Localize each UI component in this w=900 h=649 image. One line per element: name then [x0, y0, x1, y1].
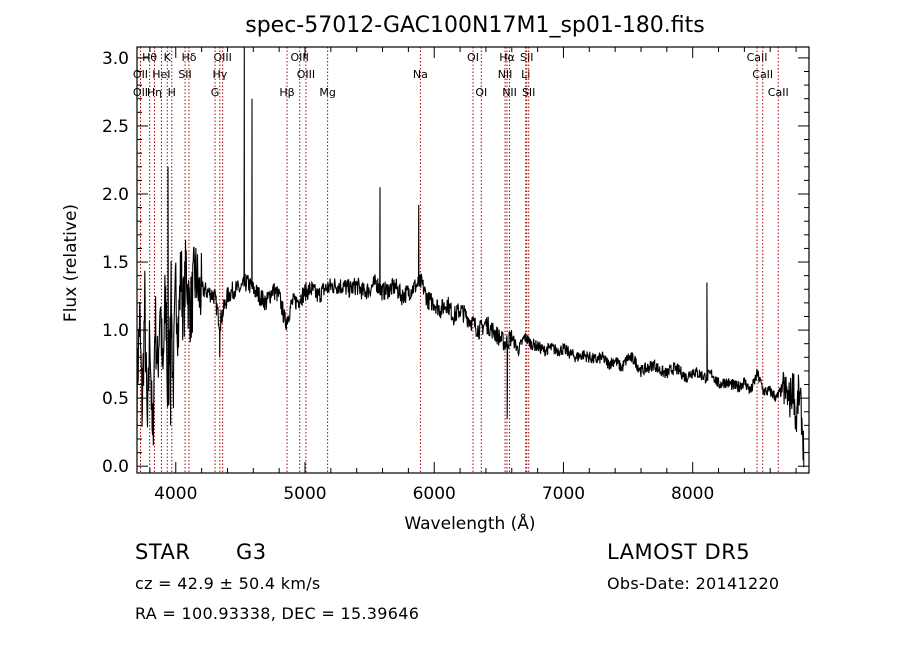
- chart-title: spec-57012-GAC100N17M1_sp01-180.fits: [245, 13, 705, 38]
- line-marker-label-2: OII: [133, 86, 148, 99]
- spectrum-line-group: [137, 47, 805, 468]
- y-axis-label: Flux (relative): [61, 204, 81, 322]
- line-marker-label-25: CaII: [747, 51, 768, 64]
- line-marker-label-5: HeI: [152, 68, 170, 81]
- x-tick-label-2: 6000: [413, 484, 456, 504]
- line-marker-label-23: Li: [521, 68, 530, 81]
- object-class: STAR: [135, 540, 191, 564]
- plot-frame: [136, 46, 810, 474]
- line-marker-label-6: H: [168, 86, 176, 99]
- y-tick-label-3: 1.5: [102, 253, 129, 273]
- line-marker-label-26: CaII: [752, 68, 773, 81]
- axes: 4000 5000 6000 7000 8000 0.0 0.5 1.0 1.5 2.0 2.5 3.…: [102, 46, 810, 504]
- x-tick-label-0: 4000: [154, 484, 197, 504]
- line-marker-label-27: CaII: [768, 86, 789, 99]
- line-marker-label-14: Hβ: [279, 86, 294, 99]
- y-tick-label-1: 0.5: [102, 389, 129, 409]
- x-tick-label-3: 7000: [542, 484, 585, 504]
- x-tick-label-4: 8000: [671, 484, 714, 504]
- line-marker-label-0: Hθ: [142, 51, 157, 64]
- line-marker-label-13: OIII: [297, 68, 315, 81]
- line-marker-label-18: OI: [475, 86, 487, 99]
- line-marker-label-11: G: [211, 86, 220, 99]
- spectrum-line: [137, 47, 805, 468]
- redshift-velocity: cz = 42.9 ± 50.4 km/s: [135, 574, 321, 593]
- line-marker-label-3: Hη: [147, 86, 162, 99]
- line-marker-label-8: SII: [178, 68, 191, 81]
- line-marker-label-20: NII: [498, 68, 513, 81]
- survey-name: LAMOST DR5: [607, 540, 751, 564]
- line-marker-label-17: OI: [467, 51, 479, 64]
- object-subclass: G3: [236, 540, 267, 564]
- y-tick-label-0: 0.0: [102, 457, 129, 477]
- y-tick-label-4: 2.0: [102, 185, 129, 205]
- line-marker-label-10: Hγ: [212, 68, 227, 81]
- y-tick-label-5: 2.5: [102, 117, 129, 137]
- y-tick-label-2: 1.0: [102, 321, 129, 341]
- line-marker-label-22: SII: [520, 51, 533, 64]
- line-marker-label-16: Na: [413, 68, 428, 81]
- line-marker-label-15: Mg: [319, 86, 335, 99]
- line-marker-label-9: OIII: [213, 51, 231, 64]
- line-marker-label-12: OIII: [291, 51, 309, 64]
- line-marker-label-21: NII: [502, 86, 517, 99]
- line-marker-label-4: K: [164, 51, 172, 64]
- line-marker-label-19: Hα: [499, 51, 515, 64]
- observation-date: Obs-Date: 20141220: [607, 574, 780, 593]
- line-marker-label-24: SII: [522, 86, 535, 99]
- y-tick-label-6: 3.0: [102, 49, 129, 69]
- x-tick-label-1: 5000: [283, 484, 326, 504]
- sky-coordinates: RA = 100.93338, DEC = 15.39646: [135, 604, 420, 623]
- x-axis-label: Wavelength (Å): [404, 512, 535, 534]
- line-marker-label-7: Hδ: [181, 51, 196, 64]
